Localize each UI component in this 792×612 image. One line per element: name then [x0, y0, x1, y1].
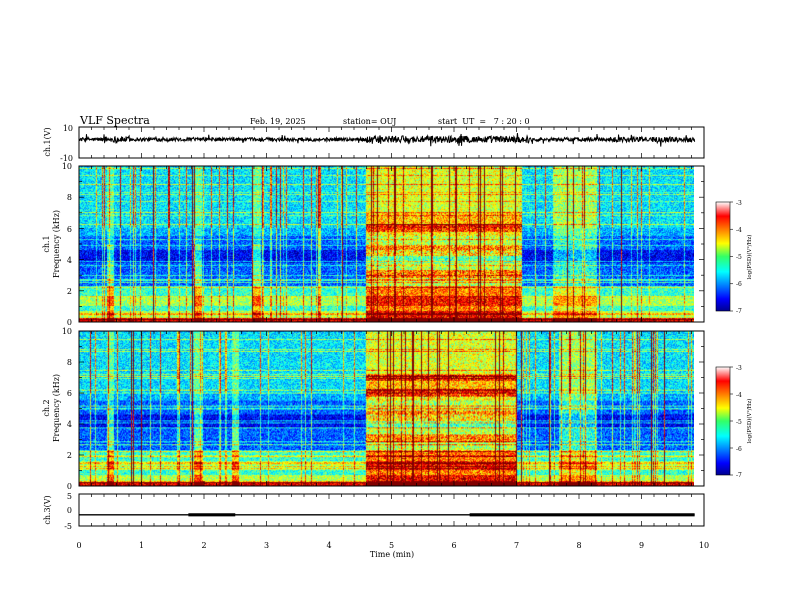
- ch1-waveform-ticks: [78, 127, 705, 158]
- time-axis-ticklabels: 0 1 2 3 4 5 6 7 8 9 10: [76, 541, 709, 550]
- ch2-colorbar: -3 -4 -5 -6 -7 log(PSD)(V²/Hz): [715, 365, 753, 479]
- start-ut-label: start UT = 7 : 20 : 0: [438, 117, 530, 126]
- ch1-cbtick-m4: -4: [736, 227, 742, 234]
- ch1-waveform-panel: 10 -10 ch.1(V): [43, 124, 705, 163]
- ch3-ticks: [78, 494, 705, 526]
- ch1-spec-ylabel-channel: ch.1: [42, 235, 51, 252]
- ch2-cbtick-m6: -6: [736, 446, 742, 453]
- station-label: station= OUJ: [343, 117, 396, 126]
- time-tick-label-3: 3: [264, 541, 269, 550]
- ch3-ylabel: ch.3(V): [43, 495, 52, 524]
- ch1-spectrogram-image: [79, 166, 694, 322]
- ch1-ytick-10: 10: [62, 162, 72, 171]
- ch1-spectrogram-panel: 0 2 4 6 8 10 ch.1 Frequency (kHz): [42, 162, 705, 327]
- ch3-ytick-0: 0: [67, 506, 72, 515]
- ch2-spectrogram-ticks: [78, 330, 705, 487]
- ch1-ytick-top: 10: [63, 124, 73, 133]
- time-tick-label-7: 7: [514, 541, 519, 550]
- time-tick-label-2: 2: [201, 541, 206, 550]
- time-tick-label-5: 5: [389, 541, 394, 550]
- ch1-waveform-line: [78, 133, 696, 147]
- time-tick-label-0: 0: [76, 541, 81, 550]
- ch2-spectrogram-image: [79, 331, 694, 486]
- ch2-cbtick-m4: -4: [736, 392, 742, 399]
- ch2-spec-ylabel-frequency: Frequency (kHz): [52, 374, 61, 442]
- ch1-colorbar-label: log(PSD)(V²/Hz): [746, 235, 753, 280]
- ch3-ytick-5: 5: [67, 492, 72, 501]
- ch1-cbtick-m6: -6: [736, 281, 742, 288]
- ch2-cbtick-m5: -5: [736, 419, 742, 426]
- ch2-spec-ylabel-channel: ch.2: [42, 399, 51, 416]
- ch1-ytick-0: 0: [67, 318, 72, 327]
- ch1-ytick-bottom: -10: [60, 154, 73, 163]
- ch3-ytick-m5: -5: [64, 522, 72, 531]
- ch1-colorbar: -3 -4 -5 -6 -7 log(PSD)(V²/Hz): [715, 200, 753, 315]
- ch1-spec-ylabel-frequency: Frequency (kHz): [52, 210, 61, 278]
- ch2-ytick-6: 6: [67, 389, 72, 398]
- ch2-cbtick-m3: -3: [736, 365, 742, 372]
- time-tick-label-10: 10: [699, 541, 709, 550]
- ch1-frequency-ticklabels: 0 2 4 6 8 10: [62, 162, 72, 327]
- time-tick-label-6: 6: [451, 541, 456, 550]
- ch2-colorbar-label: log(PSD)(V²/Hz): [746, 399, 753, 444]
- figure-title: VLF Spectra: [79, 114, 150, 127]
- ch2-cbtick-m7: -7: [736, 472, 742, 479]
- date-label: Feb. 19, 2025: [250, 117, 306, 126]
- ch2-ytick-4: 4: [67, 420, 72, 429]
- ch1-cbtick-m3: -3: [736, 200, 742, 207]
- ch1-spectrogram-ticks: [78, 165, 705, 323]
- time-tick-label-8: 8: [576, 541, 581, 550]
- ch1-ytick-6: 6: [67, 225, 72, 234]
- ch2-ytick-8: 8: [67, 358, 72, 367]
- ch2-ytick-0: 0: [67, 482, 72, 491]
- ch1-ylabel: ch.1(V): [43, 127, 52, 156]
- ch1-ytick-8: 8: [67, 193, 72, 202]
- ch1-ytick-4: 4: [67, 256, 72, 265]
- time-axis-label: Time (min): [370, 550, 414, 559]
- ch1-cbtick-m5: -5: [736, 254, 742, 261]
- ch3-digital-panel: 5 0 -5 ch.3(V) 0 1 2 3 4 5 6 7 8 9 10 Time (min): [43, 492, 709, 559]
- ch2-frequency-ticklabels: 0 2 4 6 8 10: [62, 327, 72, 491]
- ch1-ytick-2: 2: [67, 287, 72, 296]
- ch2-ytick-10: 10: [62, 327, 72, 336]
- ch2-spectrogram-panel: 0 2 4 6 8 10 ch.2 Frequency (kHz): [42, 327, 705, 491]
- ch1-cbtick-m7: -7: [736, 308, 742, 315]
- ch2-ytick-2: 2: [67, 451, 72, 460]
- time-tick-label-9: 9: [639, 541, 644, 550]
- time-tick-label-4: 4: [326, 541, 331, 550]
- time-tick-label-1: 1: [139, 541, 144, 550]
